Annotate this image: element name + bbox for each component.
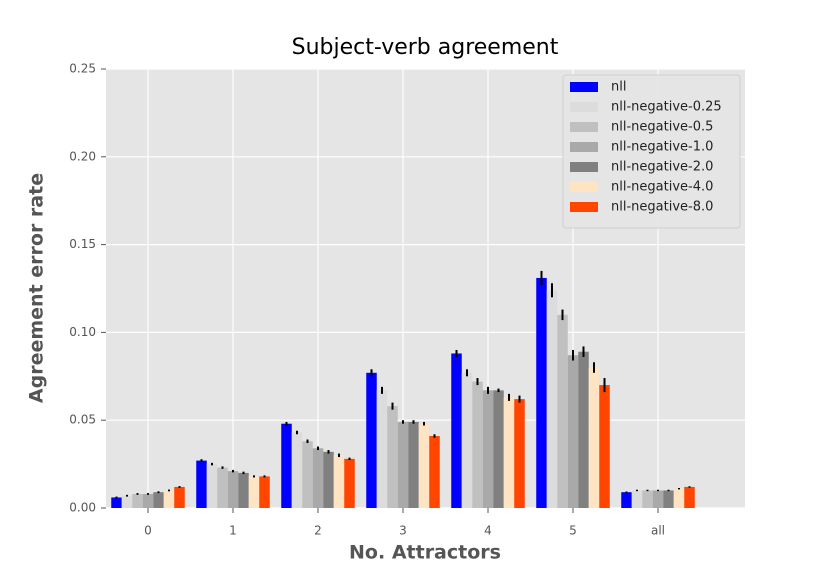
bar bbox=[652, 490, 664, 508]
bar bbox=[642, 490, 653, 508]
legend-label: nll-negative-1.0 bbox=[611, 140, 713, 155]
bar bbox=[132, 493, 143, 508]
bar bbox=[217, 467, 228, 508]
y-axis-label: Agreement error rate bbox=[26, 173, 48, 403]
x-axis-label: No. Attractors bbox=[349, 542, 501, 564]
x-tick-label: 3 bbox=[399, 524, 407, 538]
y-tick-label: 0.00 bbox=[69, 501, 96, 515]
bar bbox=[631, 490, 643, 508]
x-tick-label: 1 bbox=[229, 524, 237, 538]
y-tick-label: 0.25 bbox=[69, 62, 96, 76]
y-tick-label: 0.10 bbox=[69, 325, 96, 339]
bar bbox=[514, 399, 525, 508]
bar bbox=[227, 471, 239, 508]
bar bbox=[174, 486, 185, 508]
legend: nll nll-negative-0.25 nll-negative-0.5 nll-… bbox=[562, 74, 741, 229]
legend-label: nll-negative-4.0 bbox=[611, 180, 713, 195]
bar bbox=[387, 406, 398, 508]
bar bbox=[472, 381, 483, 508]
x-tick-label: 4 bbox=[484, 524, 492, 538]
bar bbox=[461, 372, 473, 508]
bar bbox=[248, 476, 260, 508]
bar bbox=[153, 492, 164, 508]
legend-swatch bbox=[570, 122, 598, 132]
bar bbox=[546, 290, 558, 508]
bar bbox=[121, 495, 133, 508]
bar bbox=[312, 448, 324, 508]
bar bbox=[238, 472, 249, 508]
bar bbox=[323, 451, 334, 508]
legend-swatch bbox=[570, 202, 598, 212]
bar bbox=[397, 421, 409, 508]
legend-swatch bbox=[570, 162, 598, 172]
bar bbox=[557, 314, 568, 508]
bar bbox=[588, 367, 600, 508]
legend-label: nll-negative-8.0 bbox=[611, 200, 713, 215]
legend-swatch bbox=[570, 182, 598, 192]
legend-swatch bbox=[570, 102, 598, 112]
bar bbox=[366, 372, 377, 508]
bar bbox=[536, 277, 547, 508]
legend-swatch bbox=[570, 142, 598, 152]
legend-label: nll-negative-0.25 bbox=[611, 100, 722, 115]
legend-label: nll bbox=[611, 80, 626, 95]
x-tick-label: 5 bbox=[569, 524, 577, 538]
legend-label: nll-negative-0.5 bbox=[611, 120, 713, 135]
bar bbox=[599, 385, 610, 508]
x-tick-label: 2 bbox=[314, 524, 322, 538]
bar bbox=[206, 464, 218, 508]
bar bbox=[376, 390, 388, 508]
legend-label: nll-negative-2.0 bbox=[611, 160, 713, 175]
bar bbox=[408, 421, 419, 508]
bar bbox=[578, 351, 589, 508]
bar bbox=[663, 490, 674, 508]
bar bbox=[418, 423, 430, 508]
bar bbox=[333, 455, 345, 508]
x-tick-label: 0 bbox=[144, 524, 152, 538]
bar bbox=[163, 490, 175, 508]
bar bbox=[281, 423, 292, 508]
bar bbox=[291, 432, 303, 508]
bar bbox=[344, 458, 355, 508]
bar bbox=[302, 441, 313, 508]
y-tick-label: 0.05 bbox=[69, 413, 96, 427]
bar bbox=[259, 476, 270, 508]
bar bbox=[196, 460, 207, 508]
bar bbox=[142, 493, 154, 508]
bar bbox=[111, 497, 122, 508]
bar bbox=[621, 492, 632, 508]
y-tick-label: 0.20 bbox=[69, 149, 96, 163]
bar bbox=[567, 355, 579, 508]
bar bbox=[503, 397, 515, 508]
y-tick-label: 0.15 bbox=[69, 237, 96, 251]
bar bbox=[684, 486, 695, 508]
bar bbox=[493, 390, 504, 508]
bar bbox=[451, 353, 462, 508]
legend-swatch bbox=[570, 82, 598, 92]
bar bbox=[429, 436, 440, 508]
bars bbox=[111, 270, 695, 508]
x-tick-label: all bbox=[651, 524, 665, 538]
bar bbox=[673, 488, 685, 508]
chart-title: Subject-verb agreement bbox=[292, 35, 559, 60]
bar bbox=[482, 390, 494, 508]
legend-box bbox=[562, 74, 741, 229]
